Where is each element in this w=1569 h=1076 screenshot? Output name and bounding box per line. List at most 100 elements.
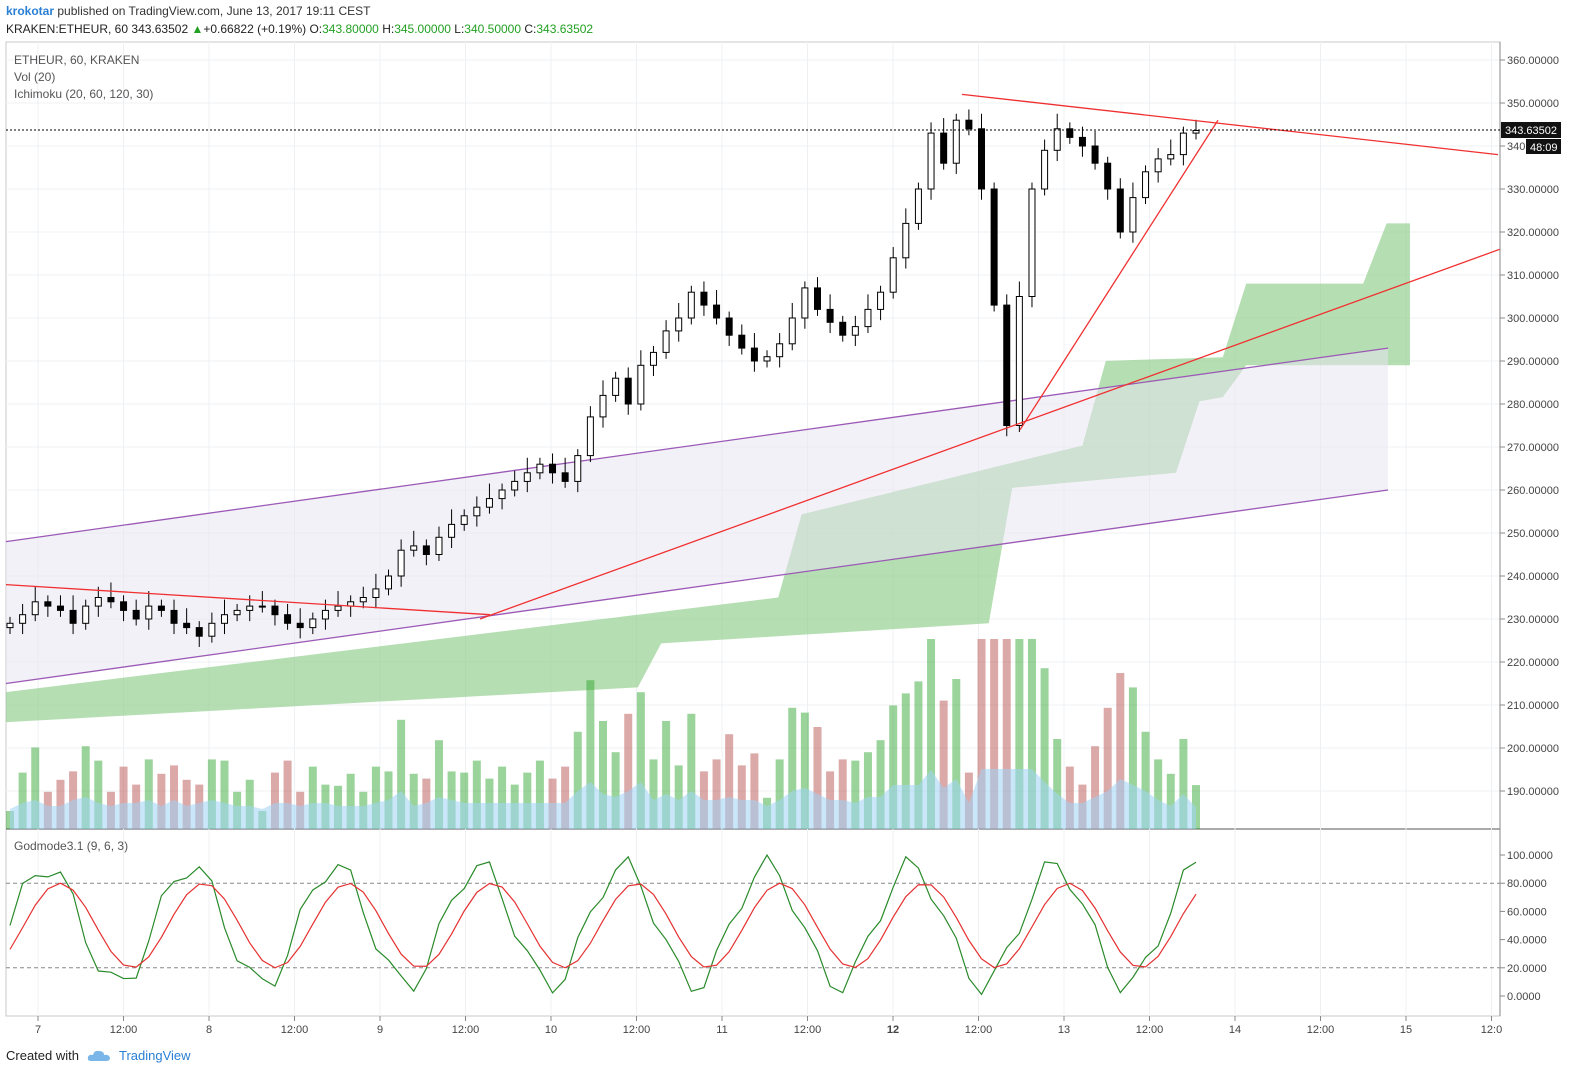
y-tick-label: 320.00000 (1507, 227, 1559, 239)
tradingview-link[interactable]: TradingView (118, 1048, 191, 1063)
candle-up (1028, 188, 1036, 297)
candle-down (1066, 128, 1074, 138)
x-tick-label: 14 (1229, 1024, 1241, 1036)
trendline-triangle-lower (1019, 119, 1219, 431)
high-label: H: (382, 22, 395, 36)
candle-down (120, 601, 128, 611)
osc-tick-label: 0.0000 (1507, 991, 1541, 1003)
channel-lower (5, 489, 1389, 685)
volume-bar (94, 760, 103, 829)
last-price: 343.63502 (131, 22, 189, 36)
osc-tick-label: 20.0000 (1507, 963, 1547, 975)
volume-bar (990, 639, 999, 829)
created-with: Created with (6, 1048, 79, 1063)
volume-bar (624, 713, 633, 829)
candle-up (889, 257, 897, 293)
volume-bar (1141, 731, 1150, 829)
candle-up (1053, 128, 1061, 151)
y-tick-label: 330.00000 (1507, 184, 1559, 196)
candle-up (258, 605, 266, 608)
y-tick-label: 300.00000 (1507, 313, 1559, 325)
volume-bar (182, 779, 191, 829)
y-tick-label: 190.00000 (1507, 786, 1559, 798)
y-tick-label: 350.00000 (1507, 98, 1559, 110)
y-tick-label: 270.00000 (1507, 442, 1559, 454)
candle-up (536, 463, 544, 474)
candle-up (649, 351, 657, 366)
candle-up (1179, 132, 1187, 156)
x-tick-label: 10 (545, 1024, 557, 1036)
x-tick-label: 15 (1400, 1024, 1412, 1036)
osc-tick-label: 80.0000 (1507, 878, 1547, 890)
author-link[interactable]: krokotar (6, 4, 55, 18)
candle-up (637, 364, 645, 405)
candle-down (738, 334, 746, 349)
candle-up (246, 605, 254, 611)
volume-bar (737, 765, 746, 829)
candle-up (498, 489, 506, 500)
volume-bar (460, 772, 469, 829)
candle-up (485, 498, 493, 508)
channel-upper (5, 347, 1389, 543)
volume-bar (1179, 739, 1188, 829)
osc-fast-line (9, 853, 1197, 996)
high-value: 345.00000 (394, 22, 451, 36)
volume-bar (434, 740, 443, 829)
volume-bars (6, 639, 1200, 829)
candle-down (1091, 145, 1099, 164)
open-value: 343.80000 (322, 22, 379, 36)
close-label: C: (524, 22, 537, 36)
candle-down (296, 622, 304, 629)
publish-line: krokotar published on TradingView.com, J… (6, 4, 370, 18)
volume-bar (775, 759, 784, 829)
x-tick-label: 12:00 (1136, 1024, 1164, 1036)
volume-bar (56, 779, 65, 829)
candle-up (902, 222, 910, 259)
up-arrow-icon: ▲ (191, 22, 204, 36)
candle-down (1078, 136, 1086, 147)
vol-label: Vol (20) (14, 70, 55, 84)
candle-down (839, 321, 847, 336)
tradingview-cloud-icon[interactable] (87, 1049, 111, 1063)
candle-up (675, 317, 683, 332)
volume-bar (977, 639, 986, 829)
x-tick-label: 12 (887, 1024, 899, 1036)
candle-up (574, 455, 582, 482)
volume-bar (1091, 746, 1100, 829)
volume-bar (1116, 673, 1125, 829)
candle-up (145, 605, 153, 620)
volume-bar (1002, 639, 1011, 829)
close-value: 343.63502 (536, 22, 594, 36)
volume-bar (662, 721, 671, 829)
candle-up (877, 291, 885, 310)
volume-bar (81, 746, 90, 829)
x-tick-label: 12:00 (1307, 1024, 1335, 1036)
channel-fill (6, 348, 1388, 684)
volume-bar (472, 760, 481, 829)
trendline-resistance (5, 583, 491, 616)
x-tick-label: 12:00 (794, 1024, 822, 1036)
y-tick-label: 230.00000 (1507, 614, 1559, 626)
y-tick-label: 220.00000 (1507, 657, 1559, 669)
volume-bar (1040, 668, 1049, 829)
candles (6, 109, 1200, 647)
volume-bar (157, 773, 166, 829)
candle-up (208, 622, 216, 637)
x-tick-label: 13 (1058, 1024, 1070, 1036)
volume-bar (1027, 639, 1036, 829)
osc-tick-label: 60.0000 (1507, 906, 1547, 918)
candle-down (69, 609, 77, 624)
candle-up (448, 523, 456, 538)
ichimoku-label: Ichimoku (20, 60, 120, 30) (14, 87, 153, 101)
candle-up (788, 317, 796, 345)
x-tick-label: 8 (206, 1024, 212, 1036)
price-axis: 360.00000350.00000340.00000330.00000320.… (1499, 42, 1559, 1016)
y-tick-label: 210.00000 (1507, 700, 1559, 712)
price-tag-bg (1501, 122, 1561, 138)
candle-up (334, 605, 342, 611)
candle-up (914, 188, 922, 224)
volume-bar (838, 759, 847, 829)
candle-up (851, 326, 859, 336)
candle-up (385, 575, 393, 590)
